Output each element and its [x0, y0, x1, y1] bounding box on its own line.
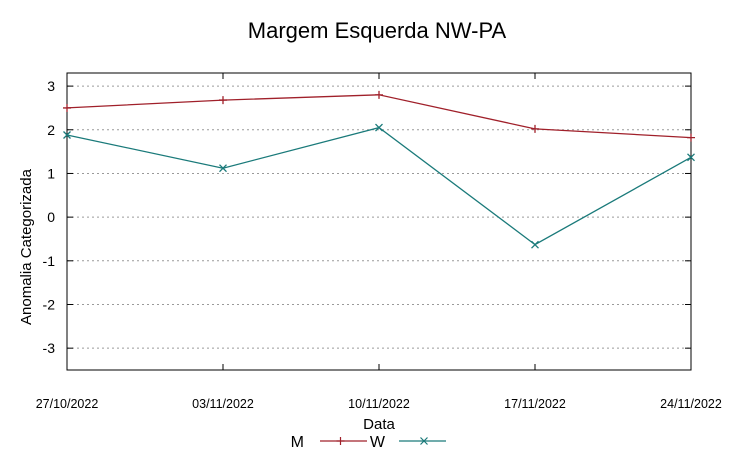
data-point-w	[375, 123, 383, 132]
series-line-w	[66, 126, 692, 246]
y-tick-label: -2	[43, 296, 56, 312]
legend-label-w: W	[370, 434, 386, 451]
legend-label-m: M	[291, 434, 304, 451]
data-point-m	[531, 124, 539, 133]
x-tick-label: 27/10/2022	[36, 397, 99, 411]
y-tick-label: 1	[47, 165, 55, 181]
y-axis-ticks: 3 2 1 0 -1 -2 -3	[43, 78, 691, 356]
x-tick-label: 24/11/2022	[660, 397, 722, 411]
grid-lines	[67, 85, 691, 349]
x-axis-ticks: 27/10/2022 03/11/2022 10/11/2022 17/11/2022…	[36, 73, 722, 411]
data-point-w	[687, 153, 695, 162]
y-tick-label: 3	[47, 78, 55, 94]
y-tick-label: -3	[43, 340, 56, 356]
y-tick-label: -1	[43, 253, 56, 269]
legend: M W	[291, 434, 446, 451]
data-point-w	[219, 164, 227, 173]
data-point-m	[375, 90, 383, 99]
series-m	[63, 90, 695, 142]
data-point-m	[219, 96, 227, 105]
x-tick-label: 17/11/2022	[504, 397, 566, 411]
chart-title: Margem Esquerda NW-PA	[248, 18, 507, 43]
y-tick-label: 0	[47, 209, 55, 225]
plot-frame	[66, 72, 692, 371]
x-axis-label: Data	[363, 416, 395, 433]
data-point-m	[63, 103, 71, 112]
data-point-m	[687, 133, 695, 142]
x-tick-label: 03/11/2022	[192, 397, 254, 411]
series-line-m	[66, 94, 692, 139]
series-w	[63, 123, 695, 249]
x-tick-label: 10/11/2022	[348, 397, 410, 411]
y-tick-label: 2	[47, 122, 55, 138]
legend-marker-w	[420, 437, 428, 445]
data-point-w	[531, 240, 539, 249]
y-axis-label: Anomalia Categorizada	[18, 168, 35, 325]
series-group	[63, 90, 695, 249]
legend-marker-m	[336, 437, 345, 445]
data-point-w	[63, 131, 71, 139]
